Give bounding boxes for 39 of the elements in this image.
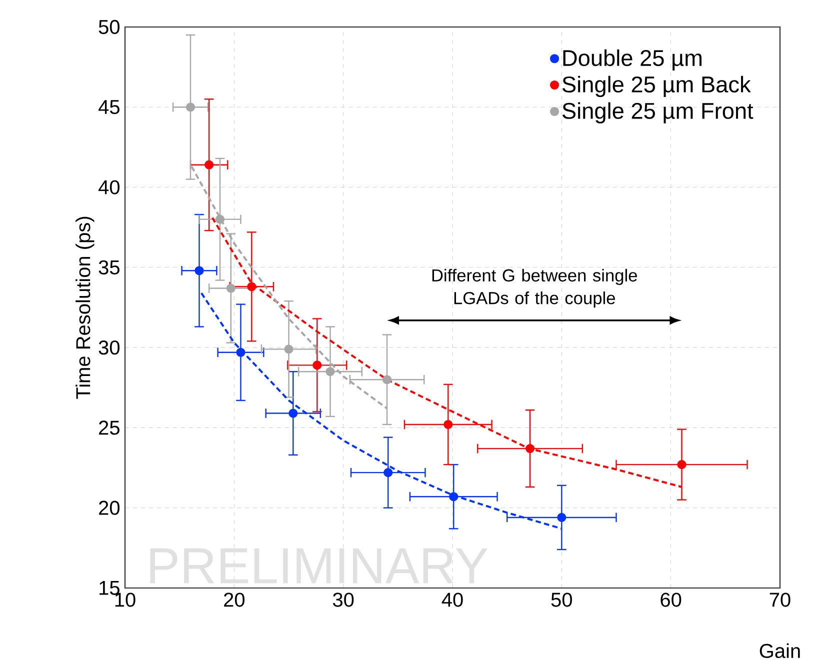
point bbox=[384, 468, 393, 478]
point bbox=[236, 348, 246, 357]
point bbox=[382, 375, 392, 384]
point bbox=[204, 160, 214, 170]
y-tick-label: 45 bbox=[98, 100, 120, 114]
point bbox=[288, 408, 298, 418]
x-tick-label: 20 bbox=[224, 592, 244, 607]
x-tick-label: 70 bbox=[770, 592, 790, 607]
legend-label: Double 25 µm bbox=[563, 49, 702, 71]
point bbox=[525, 444, 535, 454]
legend-label: Single 25 µm Front bbox=[562, 102, 754, 124]
point bbox=[226, 284, 236, 293]
point bbox=[449, 492, 458, 502]
y-tick-label: 30 bbox=[98, 340, 120, 355]
point bbox=[284, 344, 294, 354]
x-tick-label: 10 bbox=[115, 592, 136, 607]
annotation: Different G between single LGADs of the couple bbox=[432, 268, 637, 308]
y-tick-label: 35 bbox=[98, 260, 120, 274]
y-tick-label: 15 bbox=[100, 581, 120, 595]
x-tick-label: 30 bbox=[332, 592, 354, 607]
point bbox=[186, 102, 196, 112]
point bbox=[247, 282, 256, 292]
x-tick-label: 50 bbox=[551, 592, 572, 607]
point bbox=[557, 512, 566, 522]
y-tick-label: 40 bbox=[98, 180, 120, 194]
y-tick-label: 50 bbox=[98, 20, 120, 34]
legend-label: Single 25 µm Back bbox=[562, 76, 751, 97]
x-tick-label: 60 bbox=[660, 592, 682, 607]
point bbox=[215, 214, 225, 224]
point bbox=[194, 266, 204, 276]
y-axis-title: Time Resolution (ps) bbox=[76, 216, 94, 399]
x-tick-label: 40 bbox=[442, 592, 463, 607]
point bbox=[326, 367, 335, 376]
x-axis-title: Gain bbox=[760, 643, 800, 658]
y-tick-label: 25 bbox=[99, 420, 120, 435]
point bbox=[677, 460, 686, 470]
point bbox=[444, 420, 453, 430]
y-tick-label: 20 bbox=[99, 500, 120, 515]
point bbox=[312, 360, 322, 370]
